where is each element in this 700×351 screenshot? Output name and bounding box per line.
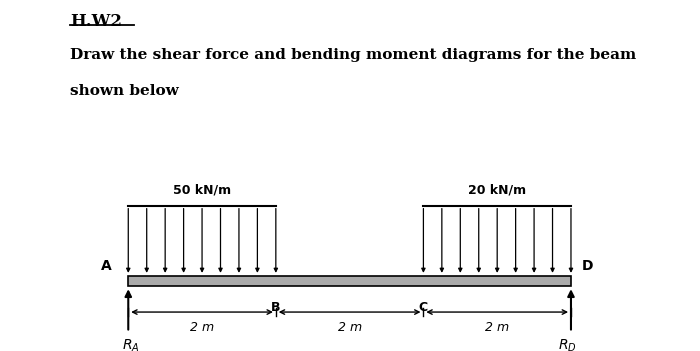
Text: Draw the shear force and bending moment diagrams for the beam: Draw the shear force and bending moment … [70,48,636,62]
Text: 2 m: 2 m [190,321,214,334]
Text: 20 kN/m: 20 kN/m [468,183,526,196]
Text: shown below: shown below [70,84,178,98]
Text: H.W2: H.W2 [70,13,122,30]
Text: $R_A$: $R_A$ [122,338,140,351]
Text: B: B [271,300,281,313]
Text: 50 kN/m: 50 kN/m [173,183,231,196]
Text: A: A [102,259,112,273]
Text: C: C [419,300,428,313]
Text: 2 m: 2 m [337,321,362,334]
Text: 2 m: 2 m [485,321,510,334]
Text: $R_D$: $R_D$ [558,338,577,351]
Bar [128,276,571,286]
Text: D: D [582,259,594,273]
